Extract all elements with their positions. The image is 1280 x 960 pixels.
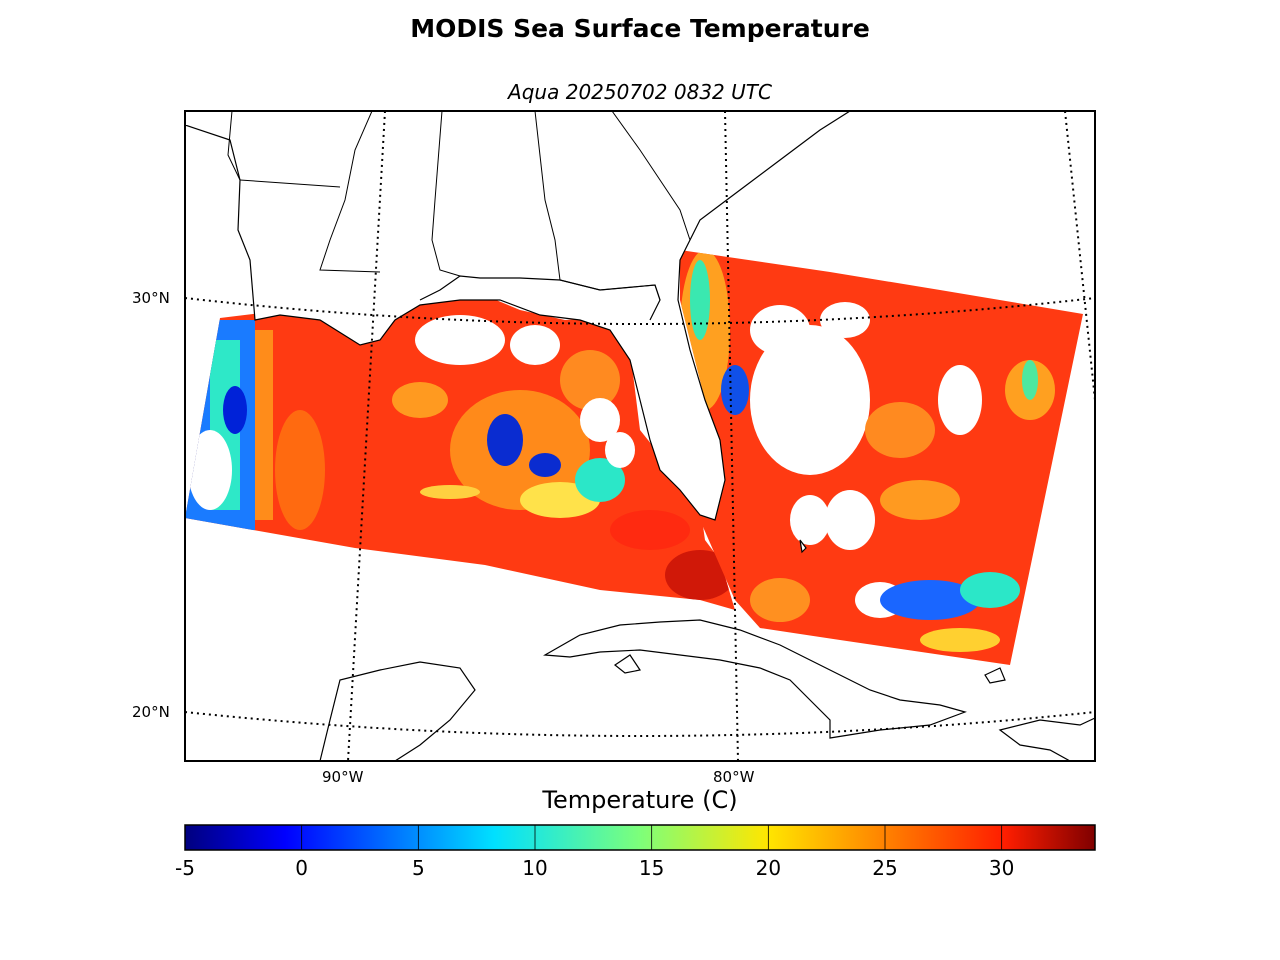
colorbar-tick-label: -5 (175, 856, 195, 880)
colorbar-tick-label: 0 (295, 856, 309, 880)
sst-swath-gulf (185, 285, 735, 610)
colorbar-tick-label: 30 (988, 856, 1015, 880)
colorbar-tick-label: 5 (411, 856, 425, 880)
colorbar-label: Temperature (C) (542, 786, 738, 814)
colorbar-tick-label: 10 (522, 856, 548, 880)
lat-label-20n: 20°N (132, 703, 170, 721)
colorbar-tick-label: 20 (755, 856, 782, 880)
state-borders (227, 111, 691, 301)
colorbar-tick-label: 15 (638, 856, 665, 880)
lon-label-90w: 90°W (322, 768, 364, 786)
colorbar-ticks (184, 825, 1003, 850)
sst-swath-atlantic (680, 250, 1083, 665)
map-area (185, 111, 1095, 761)
map-frame (184, 110, 1096, 762)
colorbar (184, 824, 1096, 851)
lat-label-30n: 30°N (132, 289, 170, 307)
chart-title: MODIS Sea Surface Temperature (410, 14, 870, 43)
lon-label-80w: 80°W (713, 768, 755, 786)
graticule (185, 111, 1095, 761)
chart-subtitle: Aqua 20250702 0832 UTC (508, 80, 772, 104)
colorbar-tick-label: 25 (872, 856, 898, 880)
